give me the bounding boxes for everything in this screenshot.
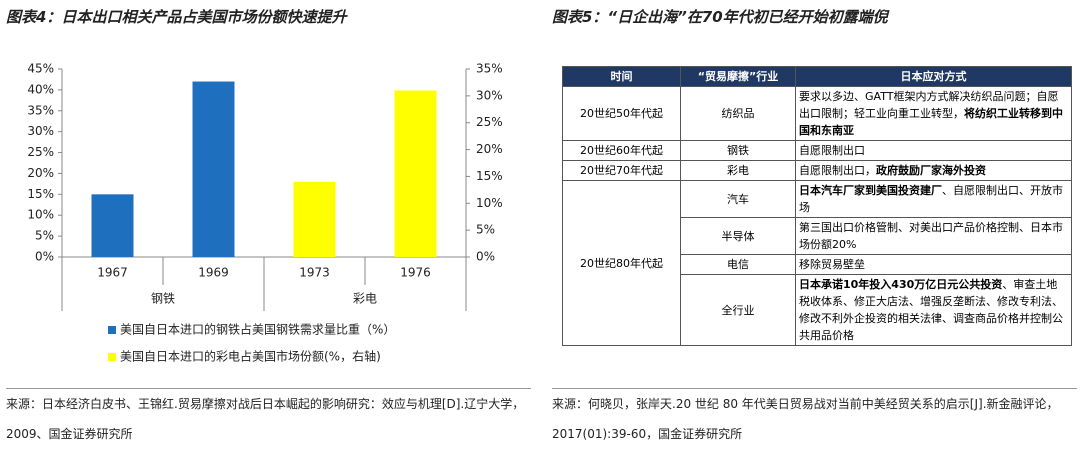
industry-cell: 纺织品 bbox=[680, 86, 796, 141]
response-text: 日本汽车厂家到美国投资建厂 bbox=[799, 184, 942, 197]
left-title: 图表4：日本出口相关产品占美国市场份额快速提升 bbox=[6, 8, 347, 26]
response-cell: 自愿限制出口 bbox=[795, 140, 1072, 161]
header-row: 时间 “贸易摩擦”行业 日本应对方式 bbox=[562, 66, 1072, 87]
x-tick-label: 1976 bbox=[400, 266, 431, 280]
y2-tick-label: 30% bbox=[476, 88, 503, 102]
bar bbox=[91, 194, 134, 257]
group-label: 彩电 bbox=[353, 292, 377, 306]
legend-swatch bbox=[108, 353, 116, 361]
x-tick-label: 1967 bbox=[97, 266, 128, 280]
response-text: 自愿限制出口， bbox=[799, 164, 876, 177]
right-source: 来源：何晓贝，张岸天.20 世纪 80 年代美日贸易战对当前中美经贸关系的启示[… bbox=[552, 388, 1077, 449]
y-tick-label: 0% bbox=[35, 250, 54, 264]
response-text: 移除贸易壁垒 bbox=[799, 258, 865, 271]
chart: 0% 5% 10% 15% 20% 25% 30% 35% 40% 45% 0% 5% 10% 15% 20… bbox=[27, 62, 503, 364]
response-cell: 自愿限制出口，政府鼓励厂家海外投资 bbox=[795, 160, 1072, 181]
y2-tick-label: 20% bbox=[476, 142, 503, 156]
right-title: 图表5：“日企出海”在70年代初已经开始初露端倪 bbox=[552, 8, 888, 26]
response-text: 日本承诺10年投入430万亿日元公共投资 bbox=[799, 278, 1003, 291]
y-tick-label: 5% bbox=[35, 229, 54, 243]
industry-cell: 汽车 bbox=[680, 180, 796, 218]
response-cell: 第三国出口价格管制、对美出口产品价格控制、日本市场份额20% bbox=[795, 217, 1072, 255]
response-text: 政府鼓励厂家海外投资 bbox=[876, 164, 986, 177]
table-row: 电信 移除贸易壁垒 bbox=[563, 254, 1072, 275]
table-row: 20世纪60年代起 钢铁 自愿限制出口 bbox=[562, 140, 1072, 161]
header-cell: 时间 bbox=[562, 66, 681, 87]
legend-label: 美国自日本进口的钢铁占美国钢铁需求量比重（%） bbox=[120, 322, 395, 337]
period-cell: 20世纪50年代起 bbox=[562, 86, 681, 141]
industry-cell: 半导体 bbox=[680, 217, 796, 255]
response-text: 、自愿限制出口、开放市场 bbox=[799, 184, 1063, 214]
legend-swatch bbox=[108, 326, 116, 334]
left-source: 来源：日本经济白皮书、王锦红.贸易摩擦对战后日本崛起的影响研究：效应与机理[D]… bbox=[6, 388, 531, 449]
header-cell: 日本应对方式 bbox=[795, 66, 1072, 87]
bar bbox=[192, 81, 235, 258]
response-text: 将纺织工业转移到中国和东南亚 bbox=[799, 107, 1063, 137]
x-tick-label: 1973 bbox=[299, 266, 330, 280]
period-cell: 20世纪60年代起 bbox=[562, 140, 681, 161]
group-label: 钢铁 bbox=[151, 292, 175, 306]
table-row: 半导体 第三国出口价格管制、对美出口产品价格控制、日本市场份额20% bbox=[563, 217, 1072, 255]
table-row: 20世纪50年代起 纺织品 要求以多边、GATT框架内方式解决纺织品问题；自愿出口限… bbox=[562, 86, 1072, 141]
y2-tick-label: 0% bbox=[476, 250, 495, 264]
response-cell: 日本汽车厂家到美国投资建厂、自愿限制出口、开放市场 bbox=[795, 180, 1072, 218]
industry-cell: 彩电 bbox=[680, 160, 796, 181]
response-cell: 要求以多边、GATT框架内方式解决纺织品问题；自愿出口限制；轻工业向重工业转型，… bbox=[795, 86, 1072, 141]
response-text: 、审查土地税收体系、修正大店法、增强反垄断法、修改专利法、修改不利外企投资的相关… bbox=[799, 278, 1063, 342]
response-text: 要求以多边、GATT框架内方式解决纺织品问题；自愿出口限制；轻工业向重工业转型， bbox=[799, 90, 1059, 120]
y-tick-label: 25% bbox=[27, 145, 54, 159]
industry-cell: 钢铁 bbox=[680, 140, 796, 161]
y2-tick-label: 5% bbox=[476, 223, 495, 237]
y-tick-label: 40% bbox=[27, 82, 54, 96]
x-tick-label: 1969 bbox=[198, 266, 229, 280]
table-row: 20世纪70年代起 彩电 自愿限制出口，政府鼓励厂家海外投资 bbox=[562, 160, 1072, 181]
industry-cell: 全行业 bbox=[680, 274, 796, 346]
bar bbox=[394, 90, 437, 257]
response-text: 第三国出口价格管制、对美出口产品价格控制、日本市场份额20% bbox=[799, 221, 1063, 251]
y-tick-label: 35% bbox=[27, 103, 54, 117]
table-row: 全行业 日本承诺10年投入430万亿日元公共投资、审查土地税收体系、修正大店法、增… bbox=[563, 274, 1072, 346]
y2-tick-label: 10% bbox=[476, 196, 503, 210]
y-tick-label: 30% bbox=[27, 124, 54, 138]
y-tick-label: 15% bbox=[27, 187, 54, 201]
table: 时间 “贸易摩擦”行业 日本应对方式 20世纪50年代起 纺织品 要求以多边、GATT框架… bbox=[562, 66, 1072, 346]
y2-tick-label: 25% bbox=[476, 115, 503, 129]
y2-tick-label: 35% bbox=[476, 62, 503, 76]
y-tick-label: 20% bbox=[27, 166, 54, 180]
y-tick-label: 45% bbox=[27, 62, 54, 76]
period-cell: 20世纪80年代起 bbox=[562, 180, 681, 346]
table-row: 20世纪80年代起 汽车 日本汽车厂家到美国投资建厂、自愿限制出口、开放市场 bbox=[562, 180, 1072, 346]
response-cell: 日本承诺10年投入430万亿日元公共投资、审查土地税收体系、修正大店法、增强反垄… bbox=[795, 274, 1072, 346]
header-cell: “贸易摩擦”行业 bbox=[680, 66, 796, 87]
industry-cell: 电信 bbox=[680, 254, 796, 275]
period-cell: 20世纪70年代起 bbox=[562, 160, 681, 181]
response-cell: 移除贸易壁垒 bbox=[795, 254, 1072, 275]
y-tick-label: 10% bbox=[27, 208, 54, 222]
bar bbox=[293, 181, 336, 257]
legend-label: 美国自日本进口的彩电占美国市场份额(%，右轴) bbox=[120, 349, 381, 364]
y2-tick-label: 15% bbox=[476, 169, 503, 183]
response-text: 自愿限制出口 bbox=[799, 144, 865, 157]
